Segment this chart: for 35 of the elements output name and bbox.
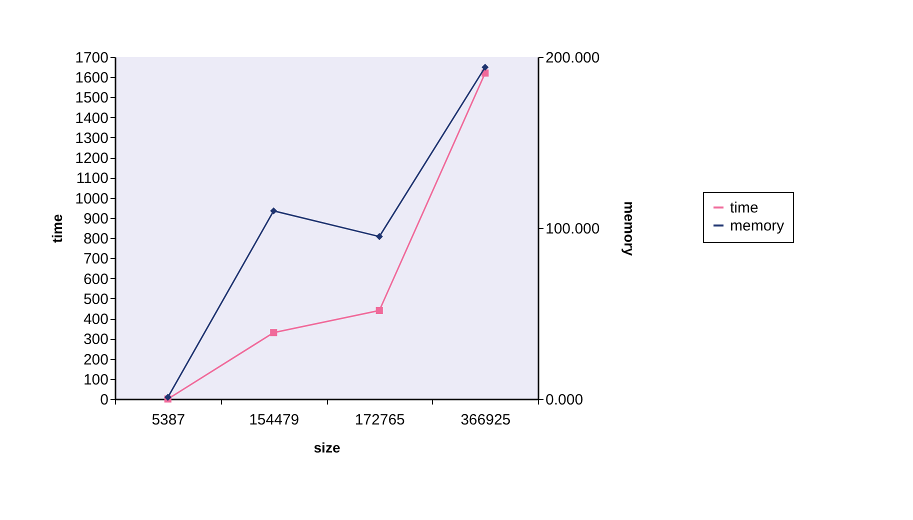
y-tick-label: 1500 bbox=[75, 90, 108, 107]
y-axis-title: time bbox=[49, 214, 66, 243]
y-tick-label: 1100 bbox=[76, 170, 108, 188]
x-tick-label: 5387 bbox=[152, 412, 186, 428]
y-tick-label: 1700 bbox=[75, 50, 108, 66]
y-tick-label: 1600 bbox=[75, 70, 108, 87]
x-tick-label: 366925 bbox=[460, 412, 511, 428]
y-tick-label: 900 bbox=[83, 210, 108, 228]
point bbox=[482, 64, 489, 71]
y-tick-label: 500 bbox=[83, 290, 108, 308]
x-axis-title: size bbox=[314, 440, 340, 456]
y-tick-label: 1200 bbox=[75, 150, 108, 168]
legend-label: memory bbox=[730, 218, 785, 234]
point bbox=[376, 306, 383, 314]
y-tick-label: 1000 bbox=[75, 190, 108, 208]
y-tick-label: 1400 bbox=[75, 110, 108, 127]
y-tick-label: 100 bbox=[83, 371, 108, 388]
legend-label: time bbox=[730, 200, 758, 216]
y2-axis-title: memory bbox=[622, 201, 638, 256]
x-tick-label: 172765 bbox=[354, 412, 405, 428]
y-tick-label: 800 bbox=[83, 230, 108, 248]
y-tick-label: 200 bbox=[83, 351, 108, 368]
y-tick-label: 1300 bbox=[75, 130, 108, 147]
x-tick-label: 154479 bbox=[249, 412, 300, 428]
y-tick-label: 600 bbox=[83, 270, 108, 288]
y2-tick-label: 200.000 bbox=[546, 50, 600, 66]
point bbox=[376, 233, 383, 240]
y-tick-label: 700 bbox=[83, 250, 108, 268]
point bbox=[270, 329, 278, 336]
y-tick-label: 300 bbox=[83, 331, 108, 348]
y-tick-label: 400 bbox=[83, 311, 108, 328]
y2-tick-label: 0.000 bbox=[546, 392, 584, 408]
point bbox=[270, 207, 278, 214]
y-tick-label: 0 bbox=[100, 392, 108, 408]
y2-tick-label: 100.000 bbox=[546, 220, 600, 238]
